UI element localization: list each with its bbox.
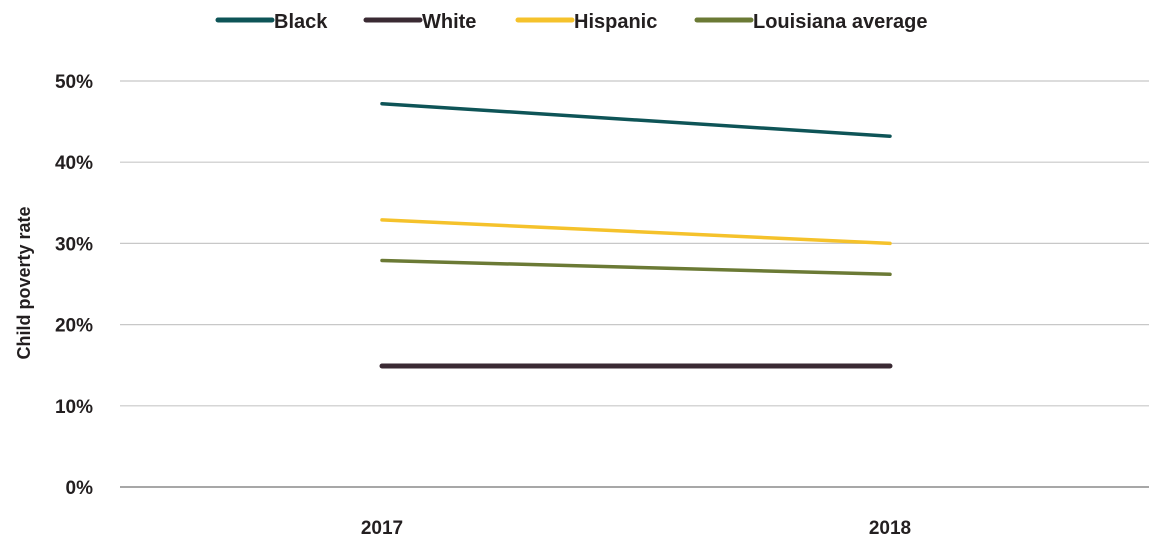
series-line-louisiana-average <box>380 258 892 277</box>
y-tick-label: 40% <box>55 153 93 174</box>
y-axis-title: Child poverty rate <box>14 206 34 359</box>
y-tick-label: 20% <box>55 316 93 337</box>
legend-label-louisiana-average: Louisiana average <box>753 11 928 33</box>
y-axis-tick-labels: 0% 10% 20% 30% 40% 50% <box>55 72 93 499</box>
x-tick-label: 2017 <box>361 518 403 539</box>
y-tick-label: 0% <box>66 478 94 499</box>
legend-label-white: White <box>422 11 476 33</box>
legend: Black White Hispanic Louisiana average <box>215 11 928 33</box>
gridlines <box>120 80 1149 488</box>
y-tick-label: 50% <box>55 72 93 93</box>
y-tick-label: 10% <box>55 397 93 418</box>
series-line-hispanic <box>380 218 892 246</box>
legend-label-black: Black <box>274 11 328 33</box>
series-line-black <box>380 101 892 138</box>
x-tick-label: 2018 <box>869 518 911 539</box>
legend-label-hispanic: Hispanic <box>574 11 657 33</box>
x-axis-tick-labels: 2017 2018 <box>361 518 911 539</box>
y-tick-label: 30% <box>55 234 93 255</box>
series-lines <box>379 101 893 369</box>
